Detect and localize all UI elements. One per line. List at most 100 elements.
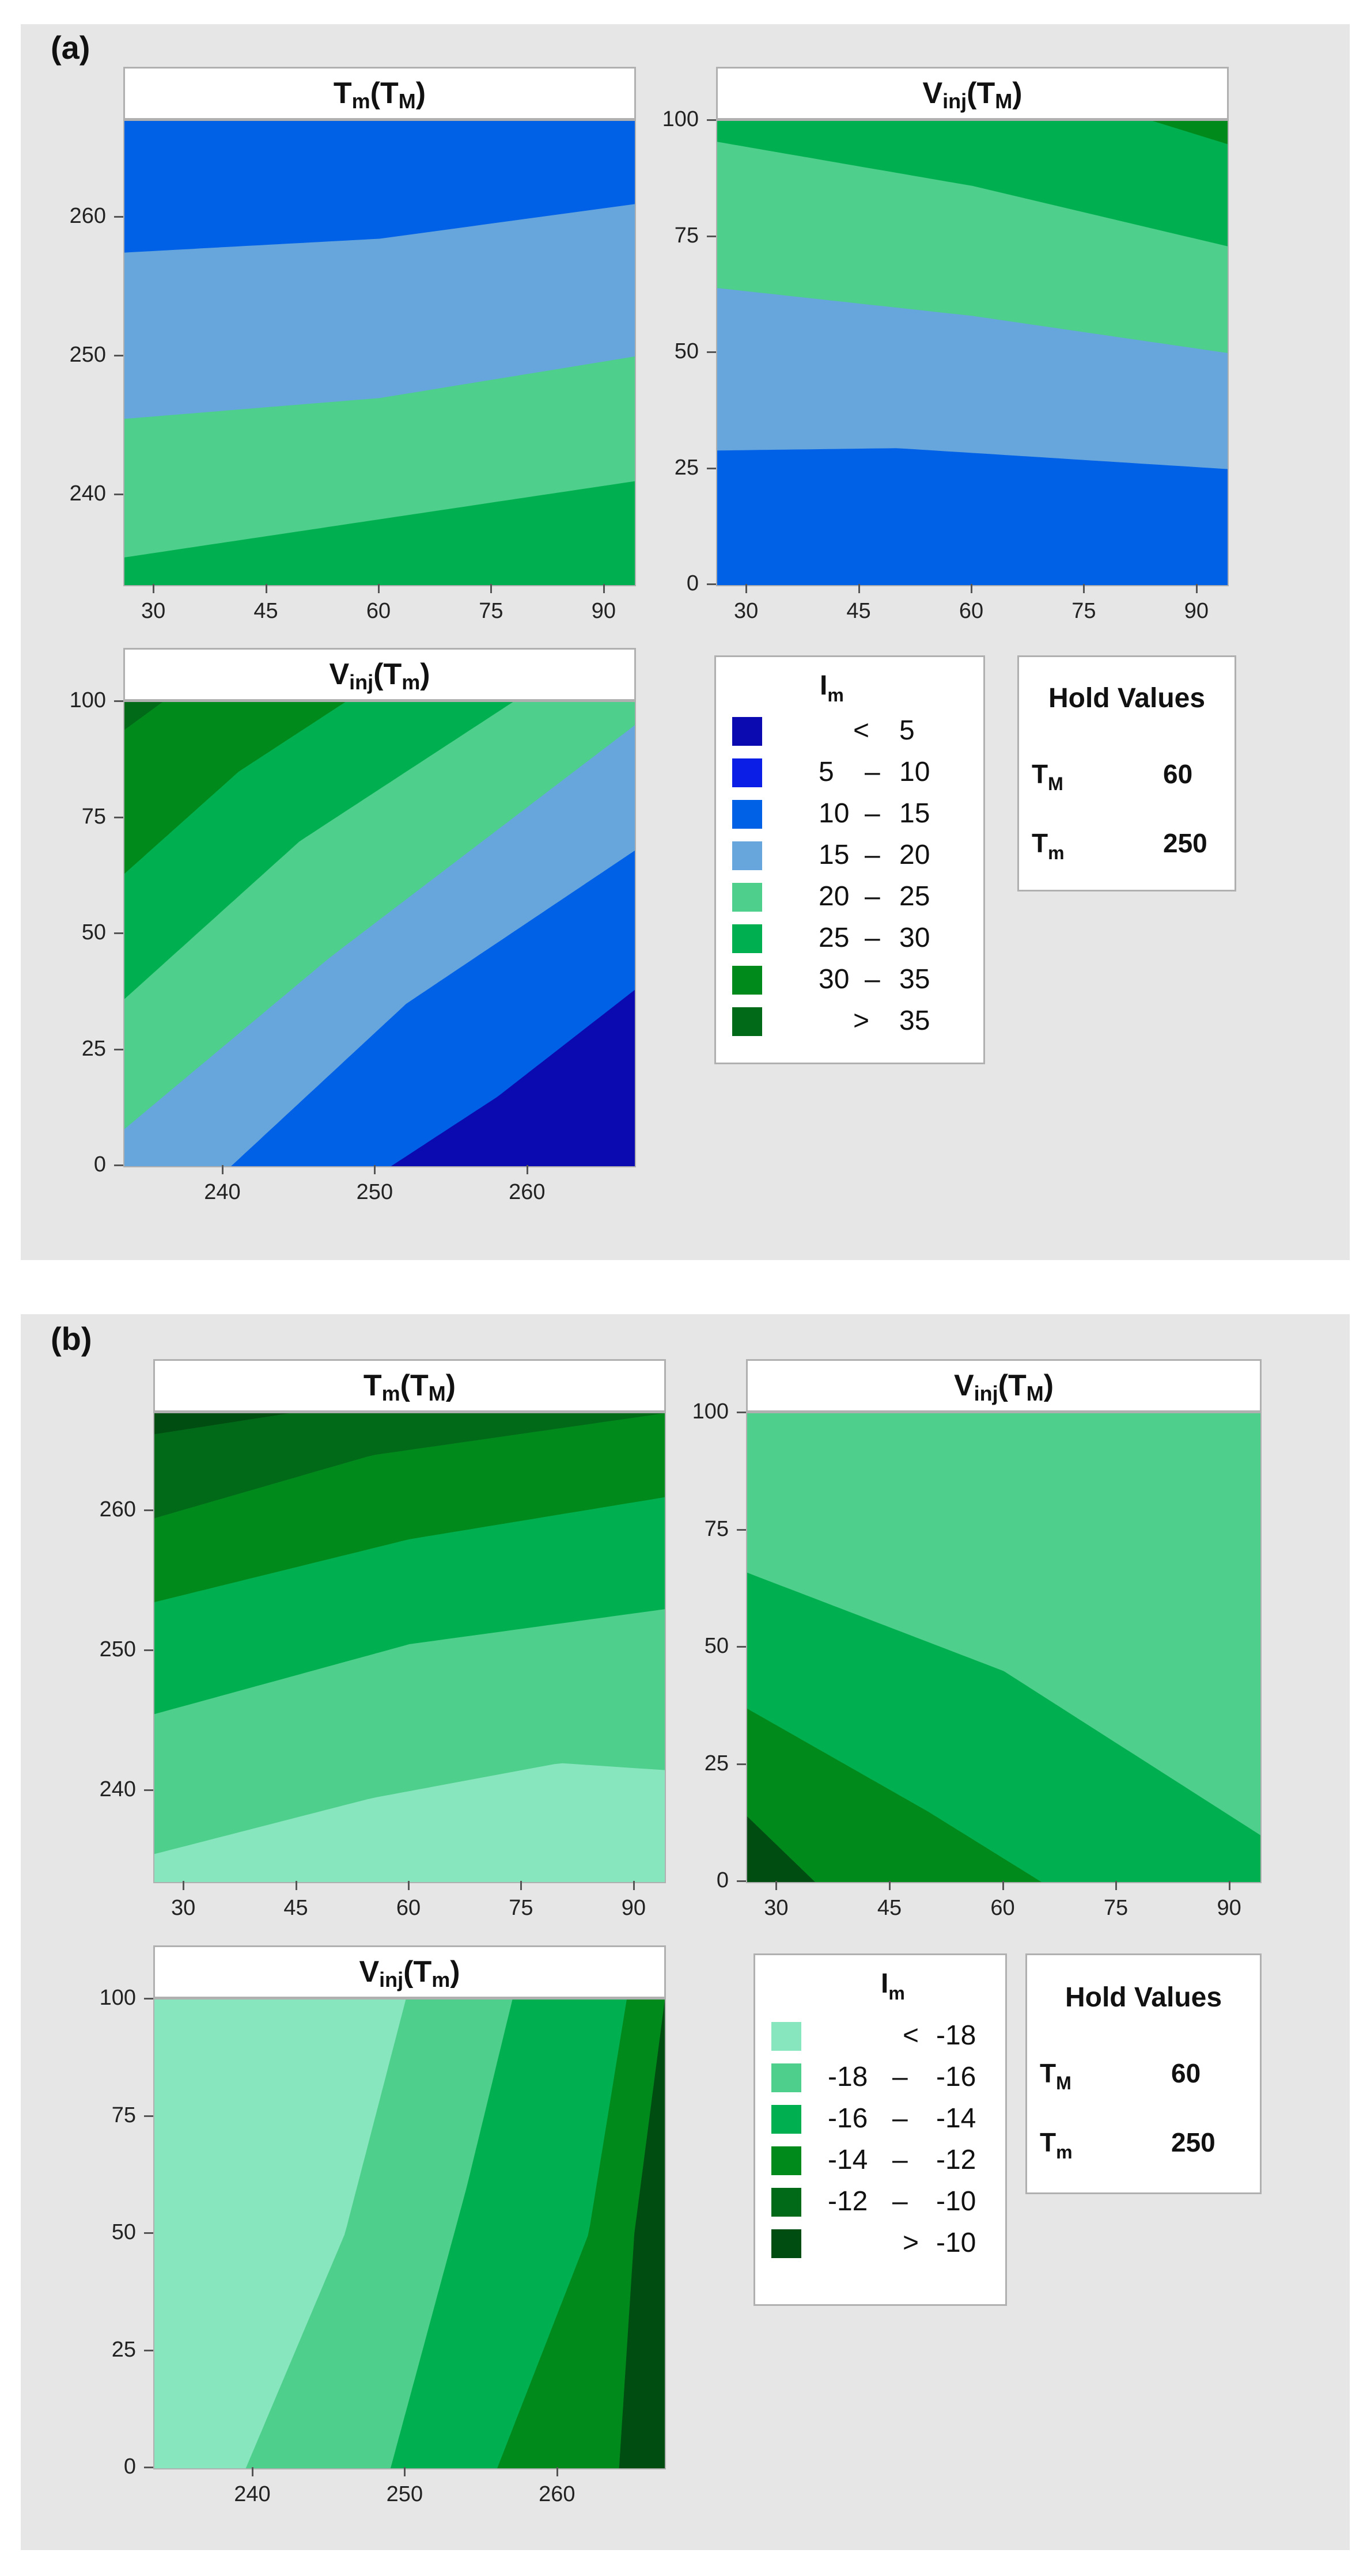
- hold-name-tm: Tm: [1032, 828, 1065, 863]
- legend-swatch: [771, 2229, 801, 2258]
- legend-hi: -10: [936, 2186, 976, 2217]
- legend-row: -14– -12: [771, 2144, 1013, 2176]
- x-tick-label: 75: [1103, 1896, 1129, 1920]
- contour-plot-a-vinj-tm: [123, 701, 636, 1167]
- x-tick-label: 45: [283, 1896, 308, 1920]
- title-arg-main: T: [380, 77, 399, 110]
- y-tick-mark: [144, 2232, 153, 2234]
- y-tick-label: 50: [674, 339, 699, 363]
- y-tick-label: 0: [93, 1152, 106, 1177]
- legend-swatch: [771, 2063, 801, 2092]
- title-arg-sub: M: [398, 89, 416, 113]
- x-tick-mark: [408, 1881, 410, 1890]
- legend-swatch: [771, 2146, 801, 2175]
- legend-hi: 30: [899, 923, 930, 953]
- x-tick-label: 45: [846, 599, 871, 623]
- title-arg-sub: M: [428, 1382, 446, 1405]
- x-tick-label: 90: [621, 1896, 646, 1920]
- legend-swatch: [771, 2188, 801, 2217]
- hold-name-tM: TM: [1040, 2058, 1071, 2093]
- title-arg-sub: M: [995, 89, 1013, 113]
- legend-dash: –: [865, 840, 880, 870]
- y-tick-label: 75: [81, 804, 106, 829]
- y-tick-mark: [144, 2349, 153, 2351]
- y-tick-mark: [737, 1412, 746, 1413]
- legend-hi: -10: [936, 2228, 976, 2258]
- legend-swatch: [771, 2105, 801, 2134]
- y-tick-mark: [737, 1528, 746, 1531]
- y-tick-mark: [114, 932, 123, 934]
- hold-name-tm: Tm: [1040, 2127, 1073, 2163]
- legend-b: Im < -18 -18– -16 -16– -14 -14– -12 -12– -10 > -10: [753, 1953, 1007, 2306]
- figure-b-label: (b): [51, 1321, 92, 1357]
- hold-values-title: Hold Values: [1048, 683, 1206, 714]
- x-tick-mark: [858, 584, 860, 593]
- legend-swatch: [732, 966, 762, 995]
- legend-lo: -18: [828, 2062, 868, 2092]
- contour-svg: [124, 702, 635, 1166]
- x-tick-label: 240: [234, 2482, 271, 2506]
- y-tick-label: 50: [81, 920, 106, 944]
- legend-row: 5 –10: [732, 756, 974, 788]
- x-tick-label: 60: [366, 599, 391, 623]
- x-tick-mark: [221, 1165, 224, 1174]
- x-tick-mark: [1115, 1881, 1118, 1890]
- x-tick-mark: [490, 584, 493, 593]
- title-arg-sub: m: [402, 670, 421, 694]
- legend-swatch: [732, 758, 762, 787]
- contour-band-_18_to_16: [154, 2000, 361, 2468]
- title-sub: inj: [942, 89, 967, 113]
- legend-lo: -14: [828, 2145, 868, 2175]
- legend-lo: 10: [819, 798, 850, 829]
- legend-title: Im: [820, 670, 844, 705]
- y-tick-mark: [707, 351, 716, 353]
- y-tick-label: 240: [99, 1777, 136, 1802]
- legend-dash: –: [865, 923, 880, 953]
- y-tick-label: 75: [674, 223, 699, 248]
- legend-op: >: [853, 1006, 870, 1036]
- legend-hi: -16: [936, 2062, 976, 2092]
- legend-row: < -18: [771, 2020, 1013, 2052]
- y-tick-mark: [144, 1509, 153, 1512]
- y-tick-label: 100: [692, 1399, 729, 1424]
- y-tick-mark: [114, 700, 123, 702]
- hold-values-title: Hold Values: [1065, 1982, 1222, 2013]
- y-tick-label: 50: [704, 1634, 729, 1658]
- contour-band-20_25: [717, 121, 1228, 246]
- title-sub: inj: [349, 670, 374, 694]
- legend-hi: 35: [899, 964, 930, 995]
- contour-band-25_30: [717, 121, 1228, 145]
- title-sub: m: [381, 1382, 400, 1405]
- contour-plot-a-tm-tM: [123, 120, 636, 586]
- contour-plot-b-tm-tM: [153, 1412, 666, 1883]
- title-main: V: [953, 1369, 974, 1402]
- title-main: V: [922, 77, 943, 110]
- hold-name-tM: TM: [1032, 759, 1063, 794]
- title-arg-main: T: [383, 658, 402, 691]
- x-tick-mark: [251, 2467, 253, 2476]
- y-tick-mark: [707, 119, 716, 121]
- y-tick-label: 250: [69, 343, 106, 367]
- x-tick-label: 90: [1217, 1896, 1241, 1920]
- x-tick-label: 250: [386, 2482, 423, 2506]
- legend-row: <5: [732, 715, 974, 747]
- contour-band-25_30: [124, 702, 635, 1166]
- hold-value-tM: 60: [1171, 2058, 1201, 2088]
- y-tick-mark: [144, 2467, 153, 2468]
- legend-row: 20–25: [732, 881, 974, 913]
- legend-op: <: [853, 715, 870, 746]
- x-tick-label: 75: [509, 1896, 533, 1920]
- y-tick-mark: [707, 467, 716, 469]
- legend-hi: 25: [899, 881, 930, 912]
- y-tick-label: 100: [662, 107, 699, 131]
- contour-plot-a-vinj-tM: [716, 120, 1229, 586]
- y-tick-mark: [144, 1649, 153, 1652]
- y-tick-label: 100: [99, 1986, 136, 2010]
- hold-value-tm: 250: [1171, 2127, 1215, 2157]
- y-tick-label: 50: [111, 2220, 136, 2244]
- x-tick-label: 90: [591, 599, 616, 623]
- figure-a-label: (a): [51, 29, 90, 66]
